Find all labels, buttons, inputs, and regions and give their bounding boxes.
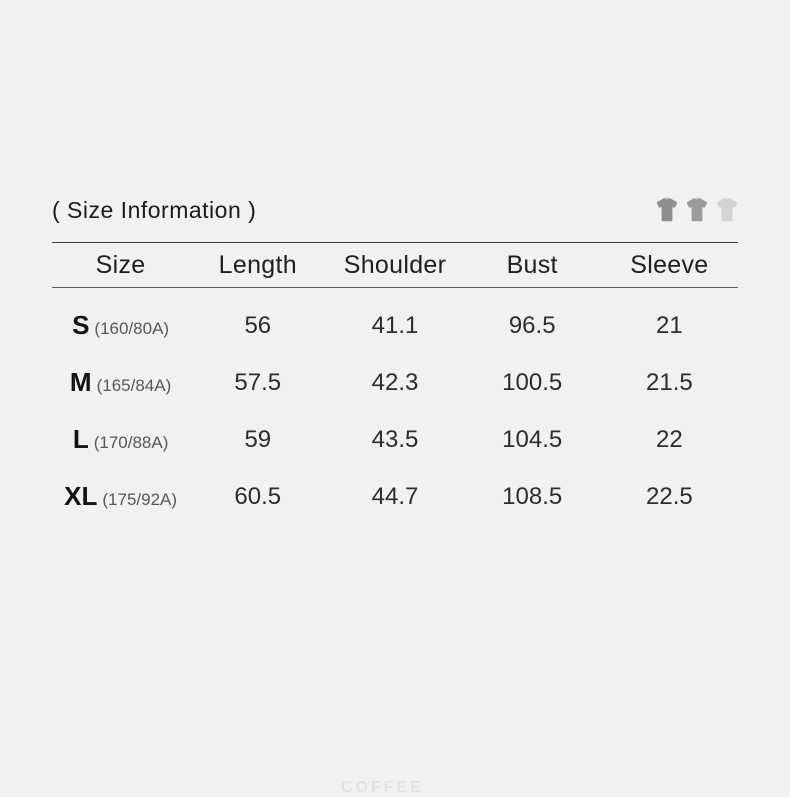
shoulder-value: 41.1 — [371, 311, 419, 339]
size-label: XL — [64, 481, 98, 511]
bust-value: 108.5 — [502, 482, 563, 510]
size-table: Size Length Shoulder Bust Sleeve S (160/… — [52, 242, 738, 525]
page-title: ( Size Information ) — [52, 196, 257, 223]
length-value: 59 — [244, 425, 272, 453]
size-spec: (175/92A) — [102, 490, 178, 509]
column-header-size: Size — [95, 250, 146, 279]
size-label: L — [72, 424, 89, 454]
bust-value: 100.5 — [502, 368, 563, 396]
size-spec: (170/88A) — [93, 433, 169, 452]
header-bar: ( Size Information ) — [52, 189, 740, 231]
sweater-icon — [654, 195, 680, 225]
sleeve-value: 22.5 — [646, 482, 693, 510]
sleeve-value: 21.5 — [646, 368, 693, 396]
size-cell: L (170/88A) — [52, 424, 189, 455]
size-spec: (165/84A) — [96, 376, 172, 395]
size-label: S — [72, 310, 90, 340]
column-header-length: Length — [218, 250, 297, 279]
length-value: 56 — [244, 311, 272, 339]
shoulder-value: 43.5 — [371, 425, 419, 453]
bottom-watermark: COFFEE — [341, 779, 424, 796]
size-label: M — [69, 367, 92, 397]
product-variant-icons — [654, 195, 740, 225]
size-spec: (160/80A) — [94, 319, 170, 338]
column-header-shoulder: Shoulder — [343, 250, 447, 279]
column-header-sleeve: Sleeve — [630, 250, 709, 279]
table-body: S (160/80A) 56 41.1 96.5 21 M (165/84A) … — [52, 288, 738, 525]
shoulder-value: 42.3 — [371, 368, 419, 396]
table-header-row: Size Length Shoulder Bust Sleeve — [52, 242, 738, 288]
size-cell: XL (175/92A) — [52, 481, 189, 512]
shoulder-value: 44.7 — [371, 482, 419, 510]
table-row: M (165/84A) 57.5 42.3 100.5 21.5 — [52, 354, 738, 411]
sleeve-value: 22 — [656, 425, 683, 453]
sleeve-value: 21 — [656, 311, 683, 339]
table-row: XL (175/92A) 60.5 44.7 108.5 22.5 — [52, 468, 738, 525]
table-row: L (170/88A) 59 43.5 104.5 22 — [52, 411, 738, 468]
size-cell: M (165/84A) — [52, 367, 189, 398]
length-value: 60.5 — [234, 482, 282, 510]
sweater-icon — [714, 195, 740, 225]
size-cell: S (160/80A) — [52, 310, 189, 341]
bust-value: 104.5 — [502, 425, 563, 453]
sweater-icon — [684, 195, 710, 225]
table-row: S (160/80A) 56 41.1 96.5 21 — [52, 297, 738, 354]
bust-value: 96.5 — [508, 311, 556, 339]
length-value: 57.5 — [234, 368, 282, 396]
column-header-bust: Bust — [506, 250, 558, 279]
